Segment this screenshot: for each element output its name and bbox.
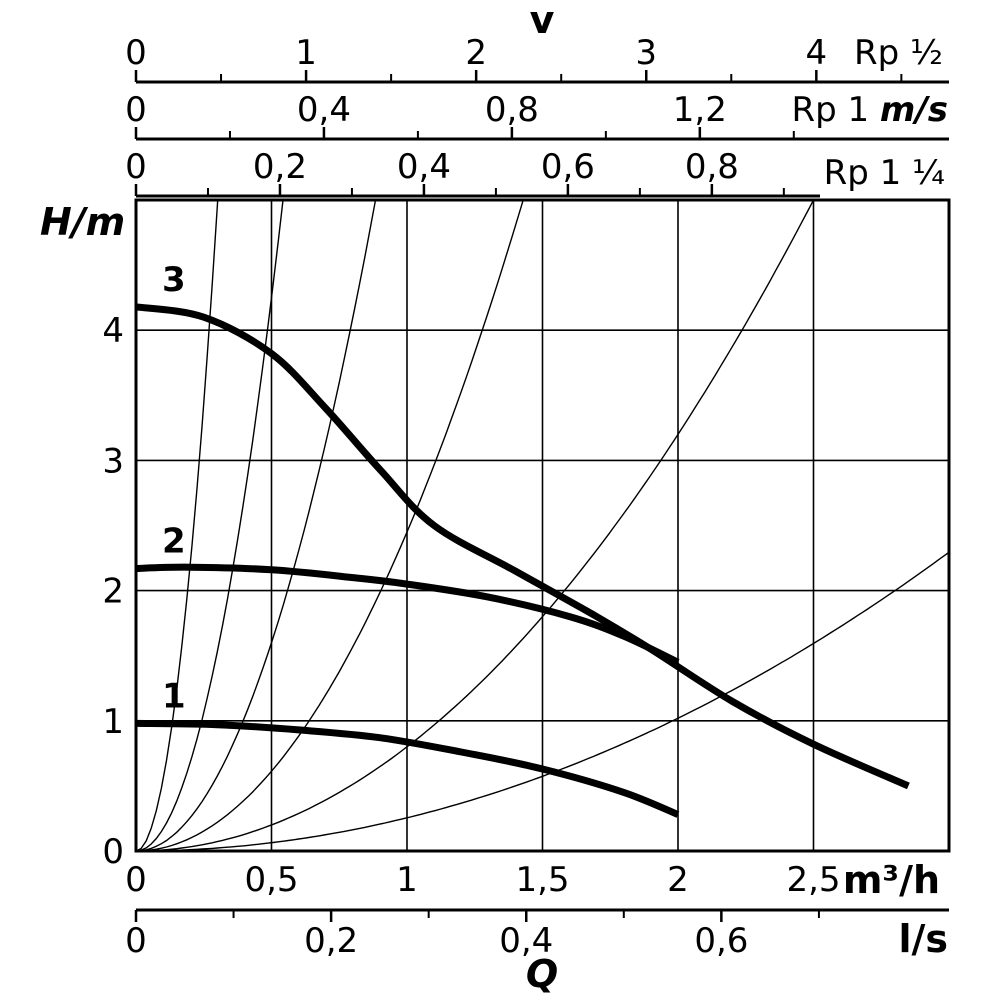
velocity-tick-label: 0,4 — [297, 90, 351, 130]
velocity-tick-label: 2 — [465, 33, 487, 73]
pump-curve-2 — [136, 563, 680, 666]
x-tick-label: 1 — [396, 860, 418, 900]
velocity-unit: m/s — [880, 90, 948, 130]
ls-tick-label: 0,4 — [499, 921, 553, 961]
pump-curve-labels: 1 2 3 — [162, 260, 186, 717]
x-tick-label: 2 — [667, 860, 689, 900]
pump-curve-3 — [136, 303, 910, 790]
ls-axis: 0 0,2 0,4 0,6 — [125, 908, 949, 961]
velocity-tick-label: 4 — [805, 33, 827, 73]
velocity-axes: 0 1 2 3 40 0,4 0,8 1,20 0,2 0,4 0,6 0,8Rp ½Rp 1 m/s… — [125, 33, 949, 198]
velocity-tick-label: 0 — [125, 90, 147, 130]
velocity-tick-label: 3 — [635, 33, 657, 73]
system-curve — [136, 200, 815, 851]
velocity-symbol: v — [530, 0, 555, 42]
plot-frame — [134, 198, 951, 853]
x-tick-label: 1,5 — [515, 860, 569, 900]
y-tick-label: 2 — [102, 572, 124, 612]
velocity-tick-label: 1,2 — [673, 90, 727, 130]
system-curves — [136, 200, 949, 851]
ls-tick-label: 0,6 — [694, 921, 748, 961]
ls-tick-label: 0,2 — [304, 921, 358, 961]
velocity-tick-label: 0,8 — [485, 90, 539, 130]
velocity-tick-label: 0 — [125, 147, 147, 187]
pump-curve-label-3: 3 — [162, 260, 186, 300]
system-curve — [136, 200, 524, 851]
system-curve — [136, 200, 219, 851]
pipe-size-label-rp-half: Rp ½ — [854, 33, 943, 73]
q-symbol: Q — [526, 952, 558, 996]
x-axis-label: m³/h — [843, 858, 940, 902]
ls-axis-label: l/s — [898, 917, 948, 961]
y-tick-labels: 0 1 2 3 4 — [102, 311, 124, 872]
y-tick-label: 3 — [102, 441, 124, 481]
pipe-size-label-rp-1-quarter: Rp 1 ¼ — [824, 153, 945, 193]
velocity-tick-label: 0,6 — [541, 147, 595, 187]
y-tick-label: 0 — [102, 832, 124, 872]
velocity-tick-label: 1 — [295, 33, 317, 73]
y-tick-label: 4 — [102, 311, 124, 351]
x-tick-labels: 0 0,5 1 1,5 2 2,5 — [125, 860, 840, 900]
y-axis-label: H/m — [40, 200, 125, 244]
x-tick-label: 0 — [125, 860, 147, 900]
velocity-tick-label: 0,4 — [397, 147, 451, 187]
system-curve — [136, 200, 377, 851]
pump-curve-1 — [136, 719, 680, 818]
x-tick-label: 2,5 — [786, 860, 840, 900]
y-tick-label: 1 — [102, 702, 124, 742]
x-tick-label: 0,5 — [244, 860, 298, 900]
pipe-size-name: Rp 1 — [791, 90, 879, 130]
velocity-tick-label: 0,8 — [685, 147, 739, 187]
velocity-tick-label: 0,2 — [253, 147, 307, 187]
pump-curves — [136, 303, 910, 818]
velocity-tick-label: 0 — [125, 33, 147, 73]
grid-lines — [136, 200, 949, 851]
pump-curve-label-1: 1 — [162, 676, 186, 716]
system-curve — [136, 551, 949, 851]
system-curve — [136, 200, 284, 851]
pump-curve-label-2: 2 — [162, 521, 186, 561]
ls-tick-label: 0 — [125, 921, 147, 961]
pipe-size-label-rp-1: Rp 1 m/s — [791, 90, 948, 130]
